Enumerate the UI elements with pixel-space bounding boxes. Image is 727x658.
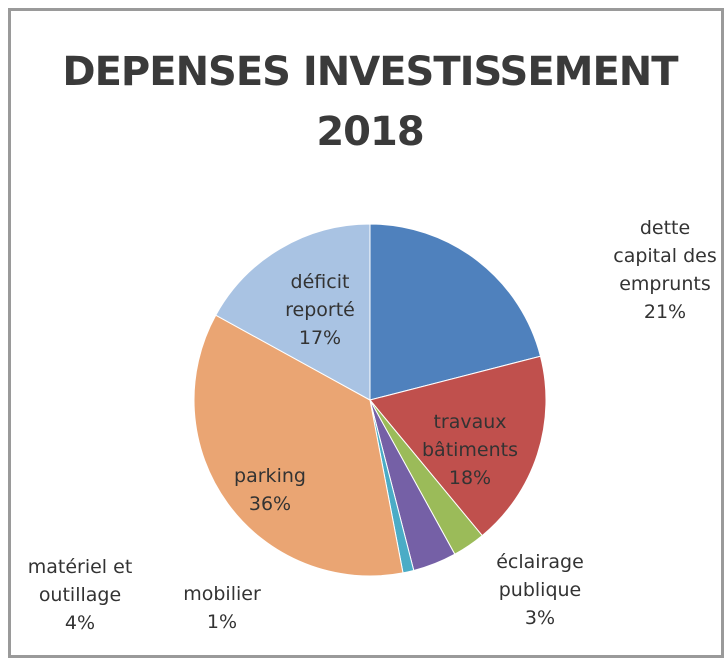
pie-slice — [369, 223, 542, 401]
pie-slice — [369, 355, 547, 537]
slice-value: 18% — [448, 467, 492, 489]
slice-label: travaux bâtiments 18% — [415, 408, 525, 492]
slice-name: mobilier — [183, 583, 261, 605]
slice-name: éclairage publique — [496, 551, 584, 601]
slice-label: parking 36% — [195, 462, 345, 518]
slice-value: 3% — [524, 607, 556, 629]
slice-value: 36% — [248, 493, 292, 515]
slice-label: éclairage publique 3% — [485, 548, 595, 632]
slice-value: 17% — [298, 327, 342, 349]
chart-title: DEPENSES INVESTISSEMENT 2018 — [62, 49, 678, 155]
slice-value: 1% — [206, 611, 238, 633]
slice-name: déficit reporté — [285, 271, 355, 321]
pie-slice — [193, 314, 404, 577]
slice-value: 21% — [643, 301, 687, 323]
slice-label: matériel et outillage 4% — [25, 553, 135, 637]
slice-name: dette capital des emprunts — [613, 217, 717, 295]
pie-slice — [215, 223, 371, 401]
slice-value: 4% — [64, 612, 96, 634]
slice-label: mobilier 1% — [147, 580, 297, 636]
slice-label: dette capital des emprunts 21% — [605, 214, 725, 326]
slice-name: travaux bâtiments — [421, 411, 519, 461]
slice-label: déficit reporté 17% — [265, 268, 375, 352]
slice-name: parking — [234, 465, 306, 487]
slice-name: matériel et outillage — [27, 556, 133, 606]
